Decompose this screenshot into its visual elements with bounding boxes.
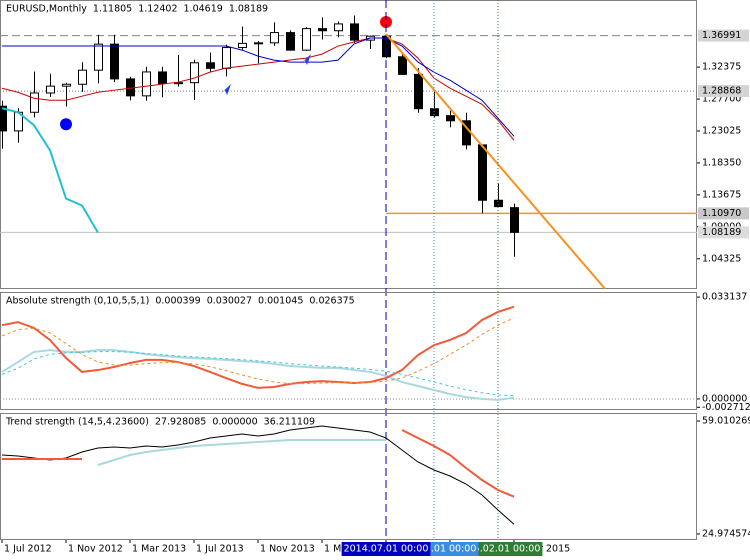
y-tick-label: 0.033137 bbox=[702, 292, 747, 303]
candle-body bbox=[398, 56, 407, 75]
candle-body bbox=[510, 207, 519, 233]
candle-body bbox=[350, 23, 359, 41]
candle-body bbox=[62, 83, 71, 87]
trendline bbox=[385, 33, 606, 289]
series-line bbox=[1, 305, 515, 389]
series-line bbox=[97, 438, 386, 466]
y-tick-label: 1.23025 bbox=[702, 126, 741, 137]
x-tick-label: 1 Nov 2012 bbox=[68, 544, 123, 555]
time-tag-label: 2015.02.01 00:00 bbox=[456, 544, 541, 555]
legend-text: EURUSD,Monthly bbox=[6, 4, 87, 15]
plot-area bbox=[0, 15, 697, 289]
plot-area bbox=[0, 305, 697, 401]
y-tick-label: 1.13675 bbox=[702, 189, 741, 200]
candle-body bbox=[30, 92, 39, 113]
time-tag-label: 2014.10.01 00:00 bbox=[392, 544, 477, 555]
legend-text: 0.030027 bbox=[207, 296, 252, 307]
signal-dot bbox=[60, 118, 72, 131]
level-tag bbox=[698, 226, 749, 239]
candle-body bbox=[494, 199, 503, 208]
signal-dot bbox=[380, 15, 392, 28]
legend-text: 1.12402 bbox=[138, 4, 177, 15]
legend-text: 0.001045 bbox=[258, 296, 303, 307]
candle-body bbox=[334, 23, 343, 32]
panel-frame bbox=[0, 413, 697, 540]
candle-body bbox=[286, 32, 295, 51]
candle-body bbox=[94, 43, 103, 71]
signal-arrow bbox=[219, 84, 231, 96]
series-line bbox=[1, 349, 515, 401]
signal-arrow bbox=[299, 54, 311, 66]
x-tick-label: 1 Mar 2013 bbox=[132, 544, 186, 555]
legend-text: 0.000399 bbox=[155, 296, 200, 307]
candle-body bbox=[110, 43, 119, 80]
candle-body bbox=[414, 73, 423, 110]
legend-text: 36.211109 bbox=[264, 417, 315, 428]
level-tag bbox=[698, 207, 749, 220]
time-tag-label: 2014.07.01 00:00 bbox=[344, 544, 429, 555]
plot-area bbox=[1, 425, 515, 525]
candle-body bbox=[0, 105, 7, 132]
legend-text: 0.026375 bbox=[309, 296, 354, 307]
panel-frame bbox=[0, 292, 697, 410]
legend-text: 1.04619 bbox=[184, 4, 223, 15]
time-tag bbox=[341, 542, 431, 556]
candle-body bbox=[174, 82, 183, 85]
level-tag bbox=[698, 85, 749, 98]
y-tick-label: 24.974574 bbox=[702, 529, 750, 540]
legend-text: 0.000000 bbox=[212, 417, 257, 428]
y-tick-label: 1.32375 bbox=[702, 62, 741, 73]
series-line bbox=[2, 429, 515, 498]
series-line bbox=[2, 37, 515, 137]
candle-body bbox=[222, 47, 231, 69]
legend-text: 1.11805 bbox=[93, 4, 132, 15]
series-line bbox=[1, 37, 515, 141]
level-label: 1.36991 bbox=[702, 30, 741, 41]
legend-text: Trend strength (14,5,4.23600) bbox=[5, 417, 149, 428]
x-tick-label: 1 Mar 2015 bbox=[516, 544, 570, 555]
y-tick-label: -0.002712 bbox=[702, 402, 750, 413]
candle-body bbox=[78, 69, 87, 85]
y-tick-label: 1.04325 bbox=[702, 253, 741, 264]
legend-text: Absolute strength (0,10,5,5,1) bbox=[6, 296, 149, 307]
panel-frame bbox=[0, 0, 697, 289]
y-tick-label: 1.27700 bbox=[702, 94, 741, 105]
x-tick-label: 1 Jul 2012 bbox=[4, 544, 52, 555]
level-label: 1.10970 bbox=[702, 208, 741, 219]
candle-body bbox=[270, 32, 279, 44]
x-tick-label: 1 Nov 2013 bbox=[260, 544, 315, 555]
candle-body bbox=[302, 28, 311, 51]
candle-body bbox=[254, 42, 263, 45]
candle-body bbox=[446, 115, 455, 122]
candle-body bbox=[478, 144, 487, 201]
y-tick-label: 1.18350 bbox=[702, 157, 741, 168]
legend-text: 1.08189 bbox=[229, 4, 268, 15]
level-label: 1.08189 bbox=[702, 227, 741, 238]
candle-body bbox=[142, 71, 151, 97]
candle-body bbox=[318, 28, 327, 32]
candle-body bbox=[158, 71, 167, 84]
candle-body bbox=[206, 62, 215, 69]
legend-text: 27.928085 bbox=[155, 417, 206, 428]
candle-body bbox=[190, 62, 199, 84]
series-line bbox=[1, 107, 99, 234]
level-label: 1.28868 bbox=[702, 86, 741, 97]
x-tick-label: 1 Jul 2013 bbox=[196, 544, 244, 555]
series-line bbox=[1, 351, 515, 397]
series-line bbox=[1, 425, 515, 525]
y-tick-label: 59.010269 bbox=[702, 416, 750, 427]
level-tag bbox=[698, 29, 749, 42]
y-tick-label: 0.000000 bbox=[702, 393, 747, 404]
candle-body bbox=[46, 85, 55, 94]
candle-body bbox=[238, 42, 247, 49]
